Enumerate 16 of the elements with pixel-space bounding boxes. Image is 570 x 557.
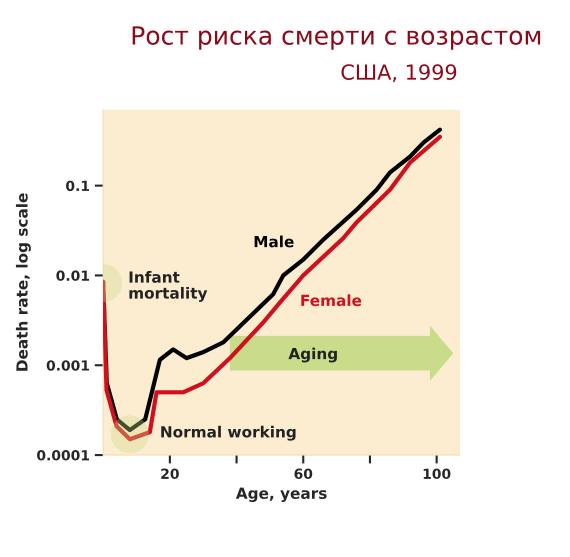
y-tick-label: 0.001 [46, 360, 90, 371]
y-tick-label: 0.1 [66, 180, 90, 192]
series-label: Female [301, 294, 362, 306]
annotation: Infant mortality [129, 271, 208, 302]
chart-subtitle: США, 1999 [342, 64, 456, 82]
series-label: Male [254, 236, 294, 248]
chart-title: Рост риска смерти с возрастом [132, 26, 540, 50]
y-tick-label: 0.01 [56, 270, 90, 281]
annotation: Aging [288, 348, 337, 362]
x-tick-label: 60 [294, 468, 312, 480]
y-tick-label: 0.0001 [37, 450, 90, 461]
x-axis-title: Age, years [236, 488, 327, 502]
annotation: Normal working [161, 426, 296, 441]
x-tick-label: 20 [161, 468, 179, 480]
y-axis-title: Death rate, log scale [16, 193, 31, 371]
x-tick-label: 100 [424, 468, 450, 480]
